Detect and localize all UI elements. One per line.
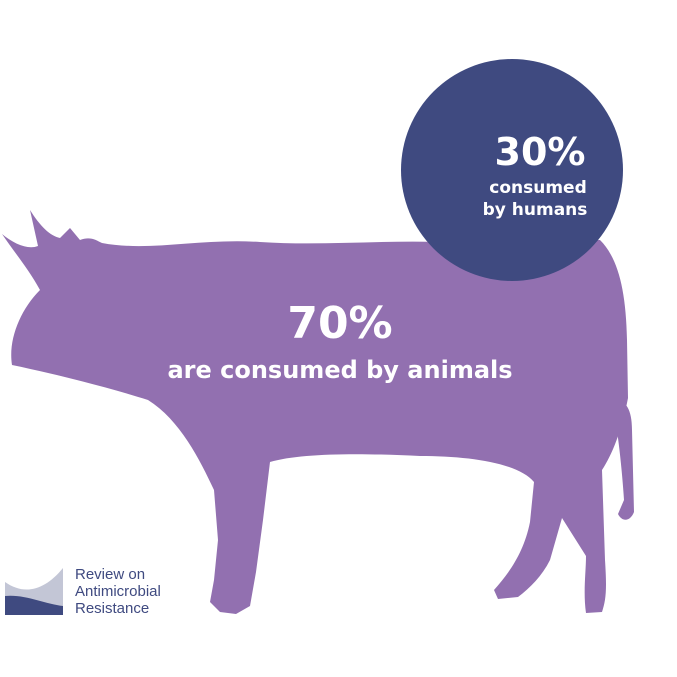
- humans-circle: [401, 59, 623, 281]
- logo-line1: Review on: [75, 566, 146, 583]
- logo-mark: [5, 568, 63, 615]
- humans-label-line2: by humans: [482, 200, 588, 220]
- humans-percent: 30%: [494, 130, 586, 174]
- humans-label-line1: consumed: [489, 178, 587, 198]
- animals-label: are consumed by animals: [167, 356, 513, 384]
- animals-percent: 70%: [287, 298, 393, 349]
- logo-line3: Resistance: [75, 600, 150, 617]
- cow-tail: [612, 400, 634, 520]
- logo-text: Review on Antimicrobial Resistance: [75, 566, 161, 617]
- logo-line2: Antimicrobial: [75, 583, 161, 600]
- cow-silhouette: [2, 210, 628, 614]
